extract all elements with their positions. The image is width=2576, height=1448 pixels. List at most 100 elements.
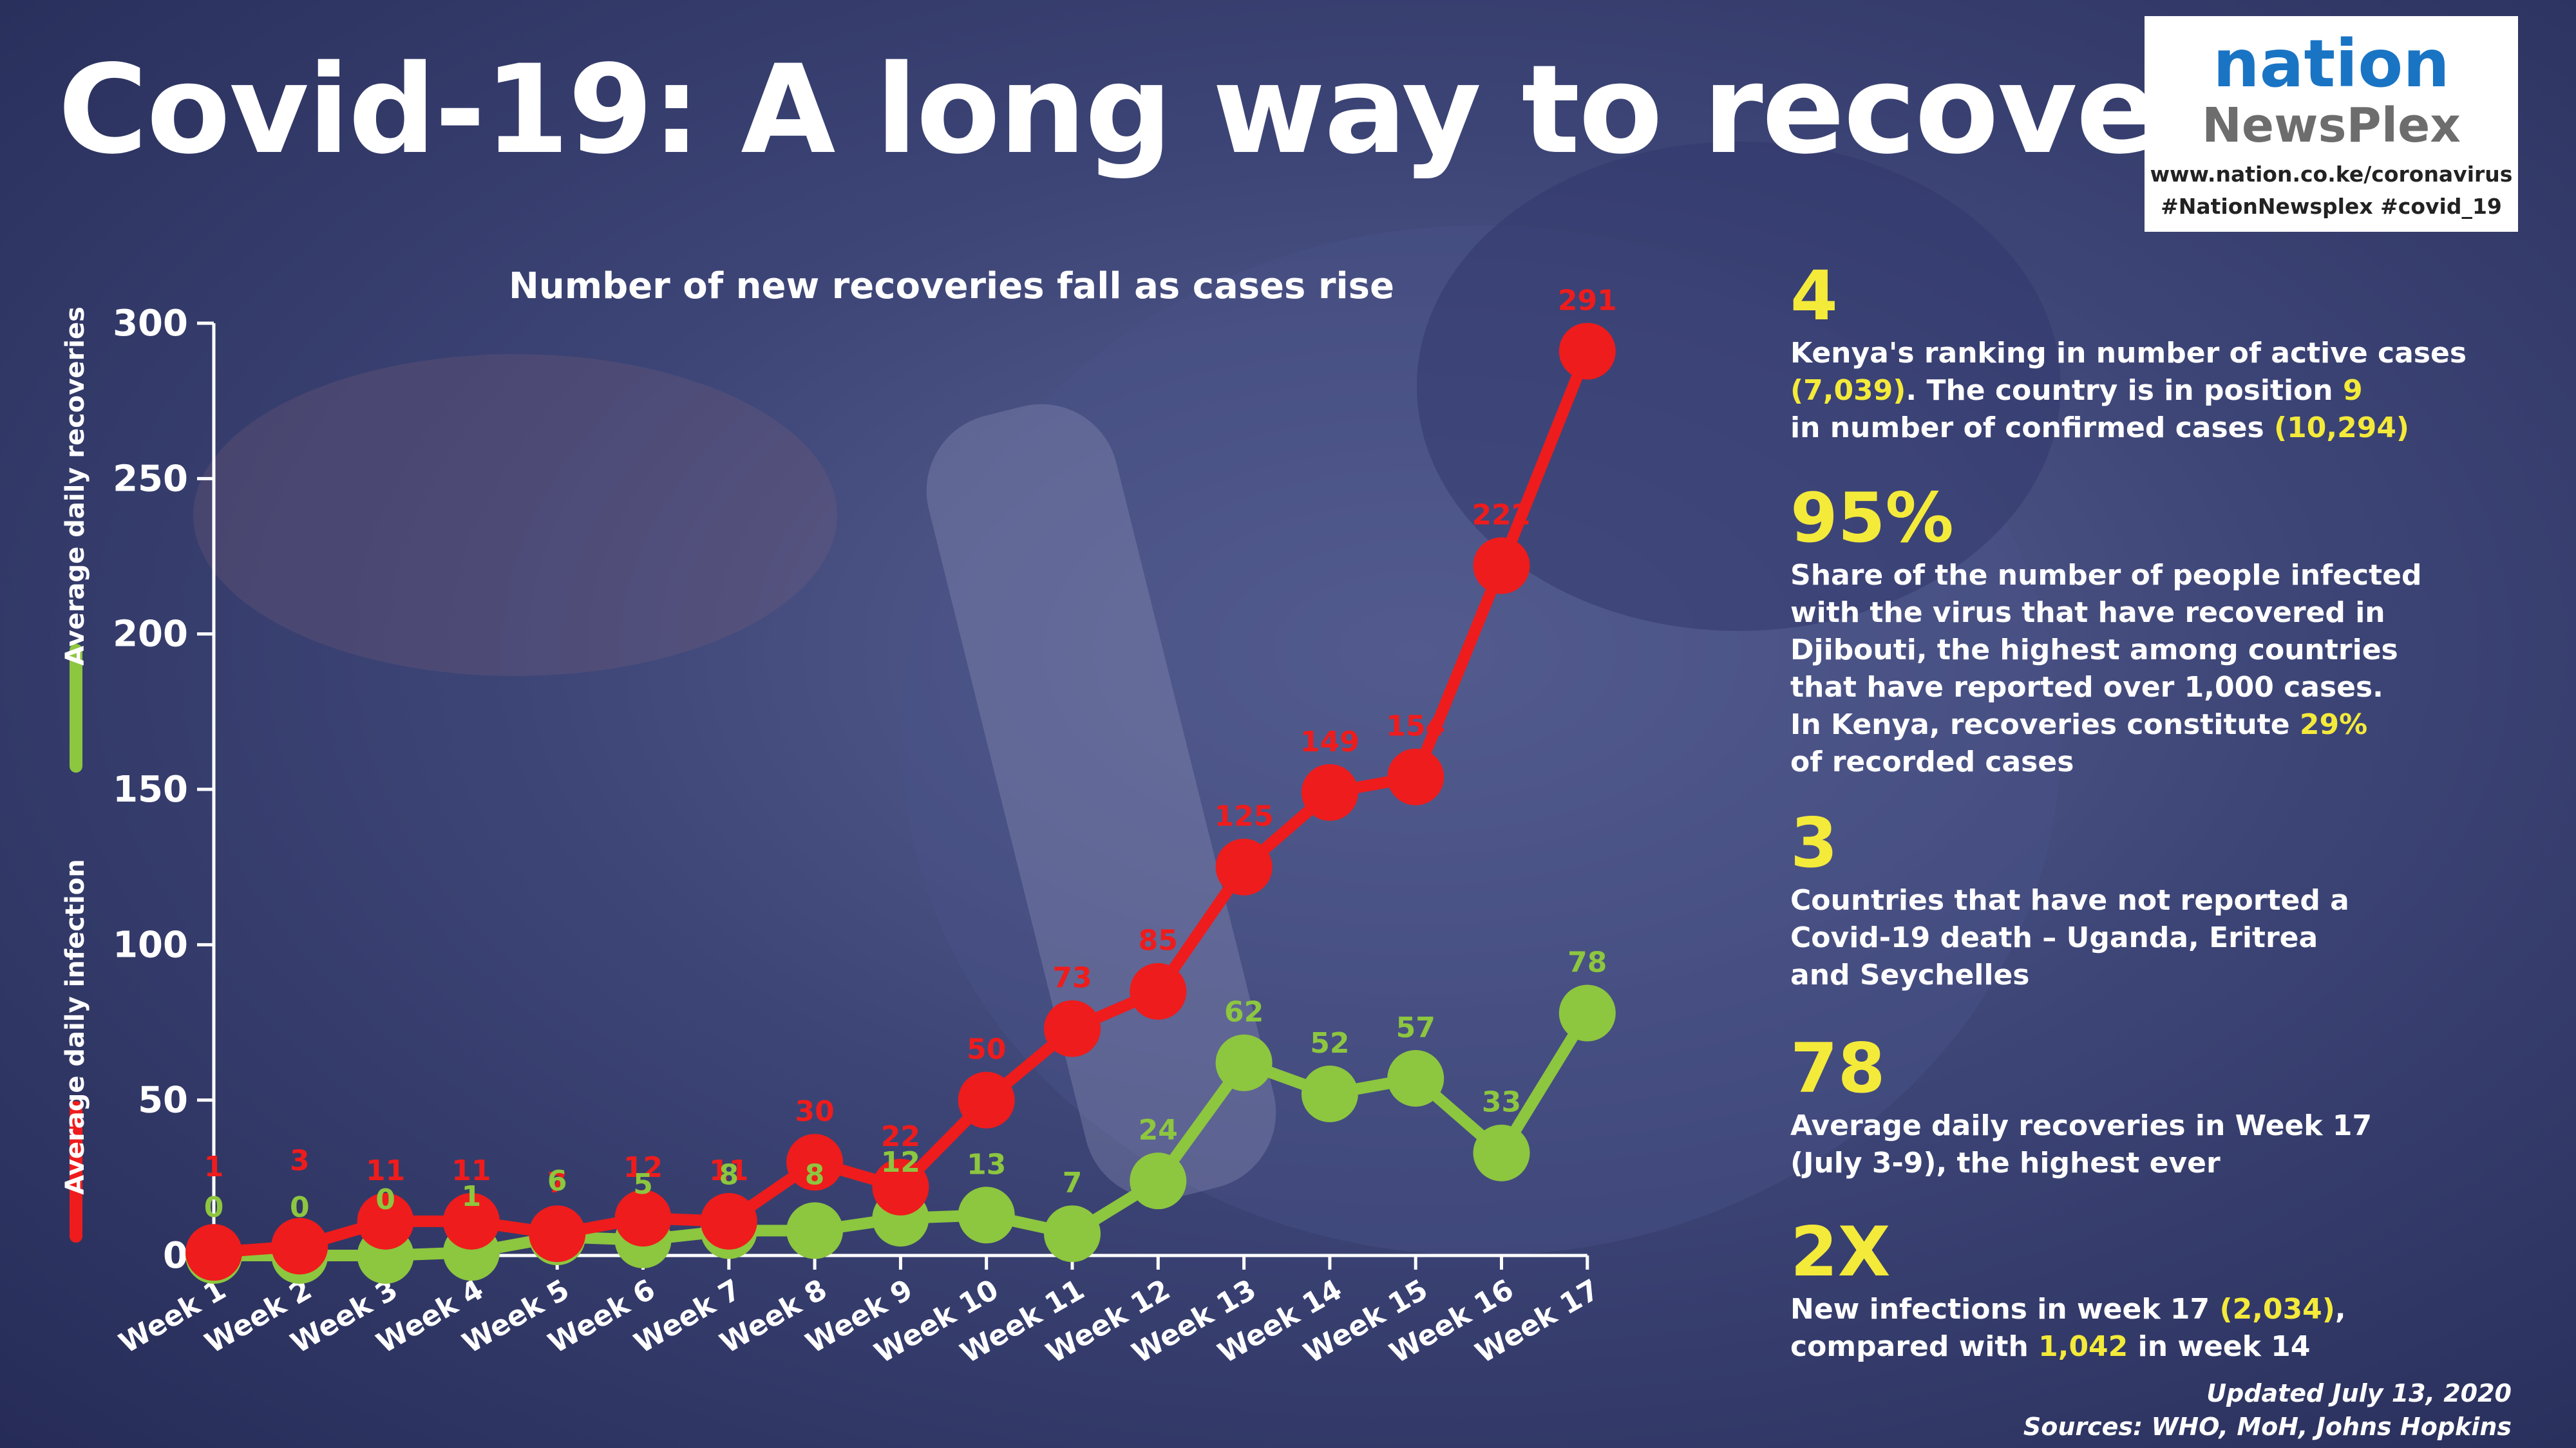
stat-text: Share of the number of people infected [1790, 559, 2422, 592]
data-point [1301, 764, 1358, 821]
data-label: 1 [204, 1151, 224, 1183]
data-point [1044, 1205, 1101, 1263]
stat-line: Average daily recoveries in Week 17 [1790, 1107, 2372, 1145]
data-label: 24 [1139, 1114, 1178, 1147]
stat-text: of recorded cases [1790, 746, 2074, 778]
stat-line: Covid-19 death – Uganda, Eritrea [1790, 919, 2349, 957]
data-point [700, 1192, 757, 1250]
data-label: 57 [1396, 1011, 1435, 1044]
data-label: 7 [1063, 1167, 1083, 1199]
updated-date: Updated July 13, 2020 [2206, 1379, 2512, 1407]
data-label: 11 [366, 1154, 405, 1187]
stat-line: New infections in week 17 (2,034), [1790, 1291, 2346, 1328]
page-title: Covid-19: A long way to recovery [58, 39, 2297, 181]
stat-line: Kenya's ranking in number of active case… [1790, 335, 2467, 372]
data-label: 78 [1567, 946, 1607, 979]
logo-hashtags: #NationNewsplex #covid_19 [2161, 194, 2502, 219]
stat-description: Average daily recoveries in Week 17 (July… [1790, 1107, 2372, 1182]
y-tick-label: 0 [163, 1235, 188, 1277]
stat-description: Countries that have not reported a Covid-… [1790, 882, 2349, 994]
data-label: 30 [795, 1095, 834, 1128]
stat-line: (July 3-9), the highest ever [1790, 1145, 2372, 1182]
stat-line: in number of confirmed cases (10,294) [1790, 409, 2467, 447]
legend-label: Average daily recoveries [61, 306, 90, 666]
data-point [958, 1071, 1015, 1129]
data-label: 11 [709, 1154, 748, 1187]
data-point [529, 1205, 586, 1263]
data-label: 22 [881, 1120, 920, 1153]
stat-text: . The country is in position [1906, 374, 2343, 407]
logo-brand: nation [2213, 26, 2450, 102]
stat-line: In Kenya, recoveries constitute 29% [1790, 706, 2421, 744]
data-label: 149 [1300, 726, 1359, 758]
stat-description: Share of the number of people infected wi… [1790, 557, 2421, 781]
data-label: 73 [1052, 962, 1092, 995]
data-point [1301, 1066, 1358, 1123]
stat-line: Countries that have not reported a [1790, 882, 2349, 919]
data-point [1558, 984, 1616, 1042]
data-point [1558, 323, 1616, 380]
stat-block: 4 Kenya's ranking in number of active cas… [1790, 258, 2467, 447]
data-label: 8 [719, 1158, 739, 1191]
data-point [1387, 1049, 1444, 1107]
data-point [1215, 838, 1273, 896]
data-point [442, 1192, 500, 1250]
stat-highlight: (2,034) [2219, 1293, 2335, 1326]
y-tick-label: 50 [138, 1080, 188, 1122]
stat-number: 78 [1790, 1029, 1886, 1108]
stat-block: 2X New infections in week 17 (2,034), comp… [1790, 1214, 2346, 1366]
stat-text: in number of confirmed cases [1790, 411, 2275, 444]
stat-highlight: 29% [2299, 708, 2368, 741]
data-label: 1 [462, 1180, 482, 1213]
stat-line: that have reported over 1,000 cases. [1790, 669, 2421, 706]
footer: Updated July 13, 2020 Sources: WHO, MoH,… [2023, 1377, 2512, 1443]
logo-url: www.nation.co.ke/coronavirus [2150, 162, 2513, 187]
legend-label: Average daily infection [61, 859, 90, 1194]
stat-description: Kenya's ranking in number of active case… [1790, 335, 2467, 447]
stat-line: Djibouti, the highest among countries [1790, 632, 2421, 669]
data-label: 12 [881, 1146, 920, 1179]
stat-highlight: (7,039) [1790, 374, 1906, 407]
stat-text: that have reported over 1,000 cases. [1790, 671, 2383, 704]
stat-text: (July 3-9), the highest ever [1790, 1147, 2221, 1180]
data-label: 85 [1139, 925, 1178, 957]
data-label: 6 [547, 1165, 567, 1198]
stat-number: 95% [1790, 478, 1954, 558]
data-label: 3 [290, 1145, 310, 1178]
y-tick-label: 300 [113, 303, 188, 344]
data-point [185, 1224, 242, 1281]
y-tick-label: 200 [113, 614, 188, 655]
data-label: 0 [375, 1183, 395, 1216]
stat-text: compared with [1790, 1330, 2039, 1363]
stat-line: of recorded cases [1790, 744, 2421, 781]
data-label: 11 [451, 1154, 491, 1187]
data-point [958, 1187, 1015, 1244]
stat-text: in week 14 [2128, 1330, 2311, 1363]
stat-line: (7,039). The country is in position 9 [1790, 372, 2467, 409]
data-point [1130, 1152, 1187, 1210]
data-label: 5 [633, 1168, 653, 1201]
logo-sub: NewsPlex [2201, 98, 2461, 153]
stat-line: Share of the number of people infected [1790, 557, 2421, 594]
stat-text: Kenya's ranking in number of active case… [1790, 337, 2467, 370]
data-label: 8 [805, 1158, 825, 1191]
data-label: 7 [547, 1167, 567, 1199]
y-tick-label: 250 [113, 458, 188, 500]
y-tick-label: 150 [113, 769, 188, 811]
data-point [614, 1190, 672, 1247]
stat-text: with the virus that have recovered in [1790, 596, 2385, 629]
data-label: 222 [1472, 498, 1531, 531]
stat-number: 4 [1790, 256, 1838, 335]
stat-text: Average daily recoveries in Week 17 [1790, 1109, 2372, 1142]
data-point [872, 1158, 929, 1216]
stat-line: compared with 1,042 in week 14 [1790, 1328, 2346, 1366]
data-point [1215, 1034, 1273, 1091]
data-label: 0 [204, 1191, 224, 1224]
stat-text: Covid-19 death – Uganda, Eritrea [1790, 921, 2318, 954]
stat-text: , [2334, 1293, 2346, 1326]
stat-number: 2X [1790, 1212, 1891, 1292]
stat-highlight: 1,042 [2038, 1330, 2128, 1363]
data-point [1044, 1000, 1101, 1057]
data-point [357, 1192, 414, 1250]
